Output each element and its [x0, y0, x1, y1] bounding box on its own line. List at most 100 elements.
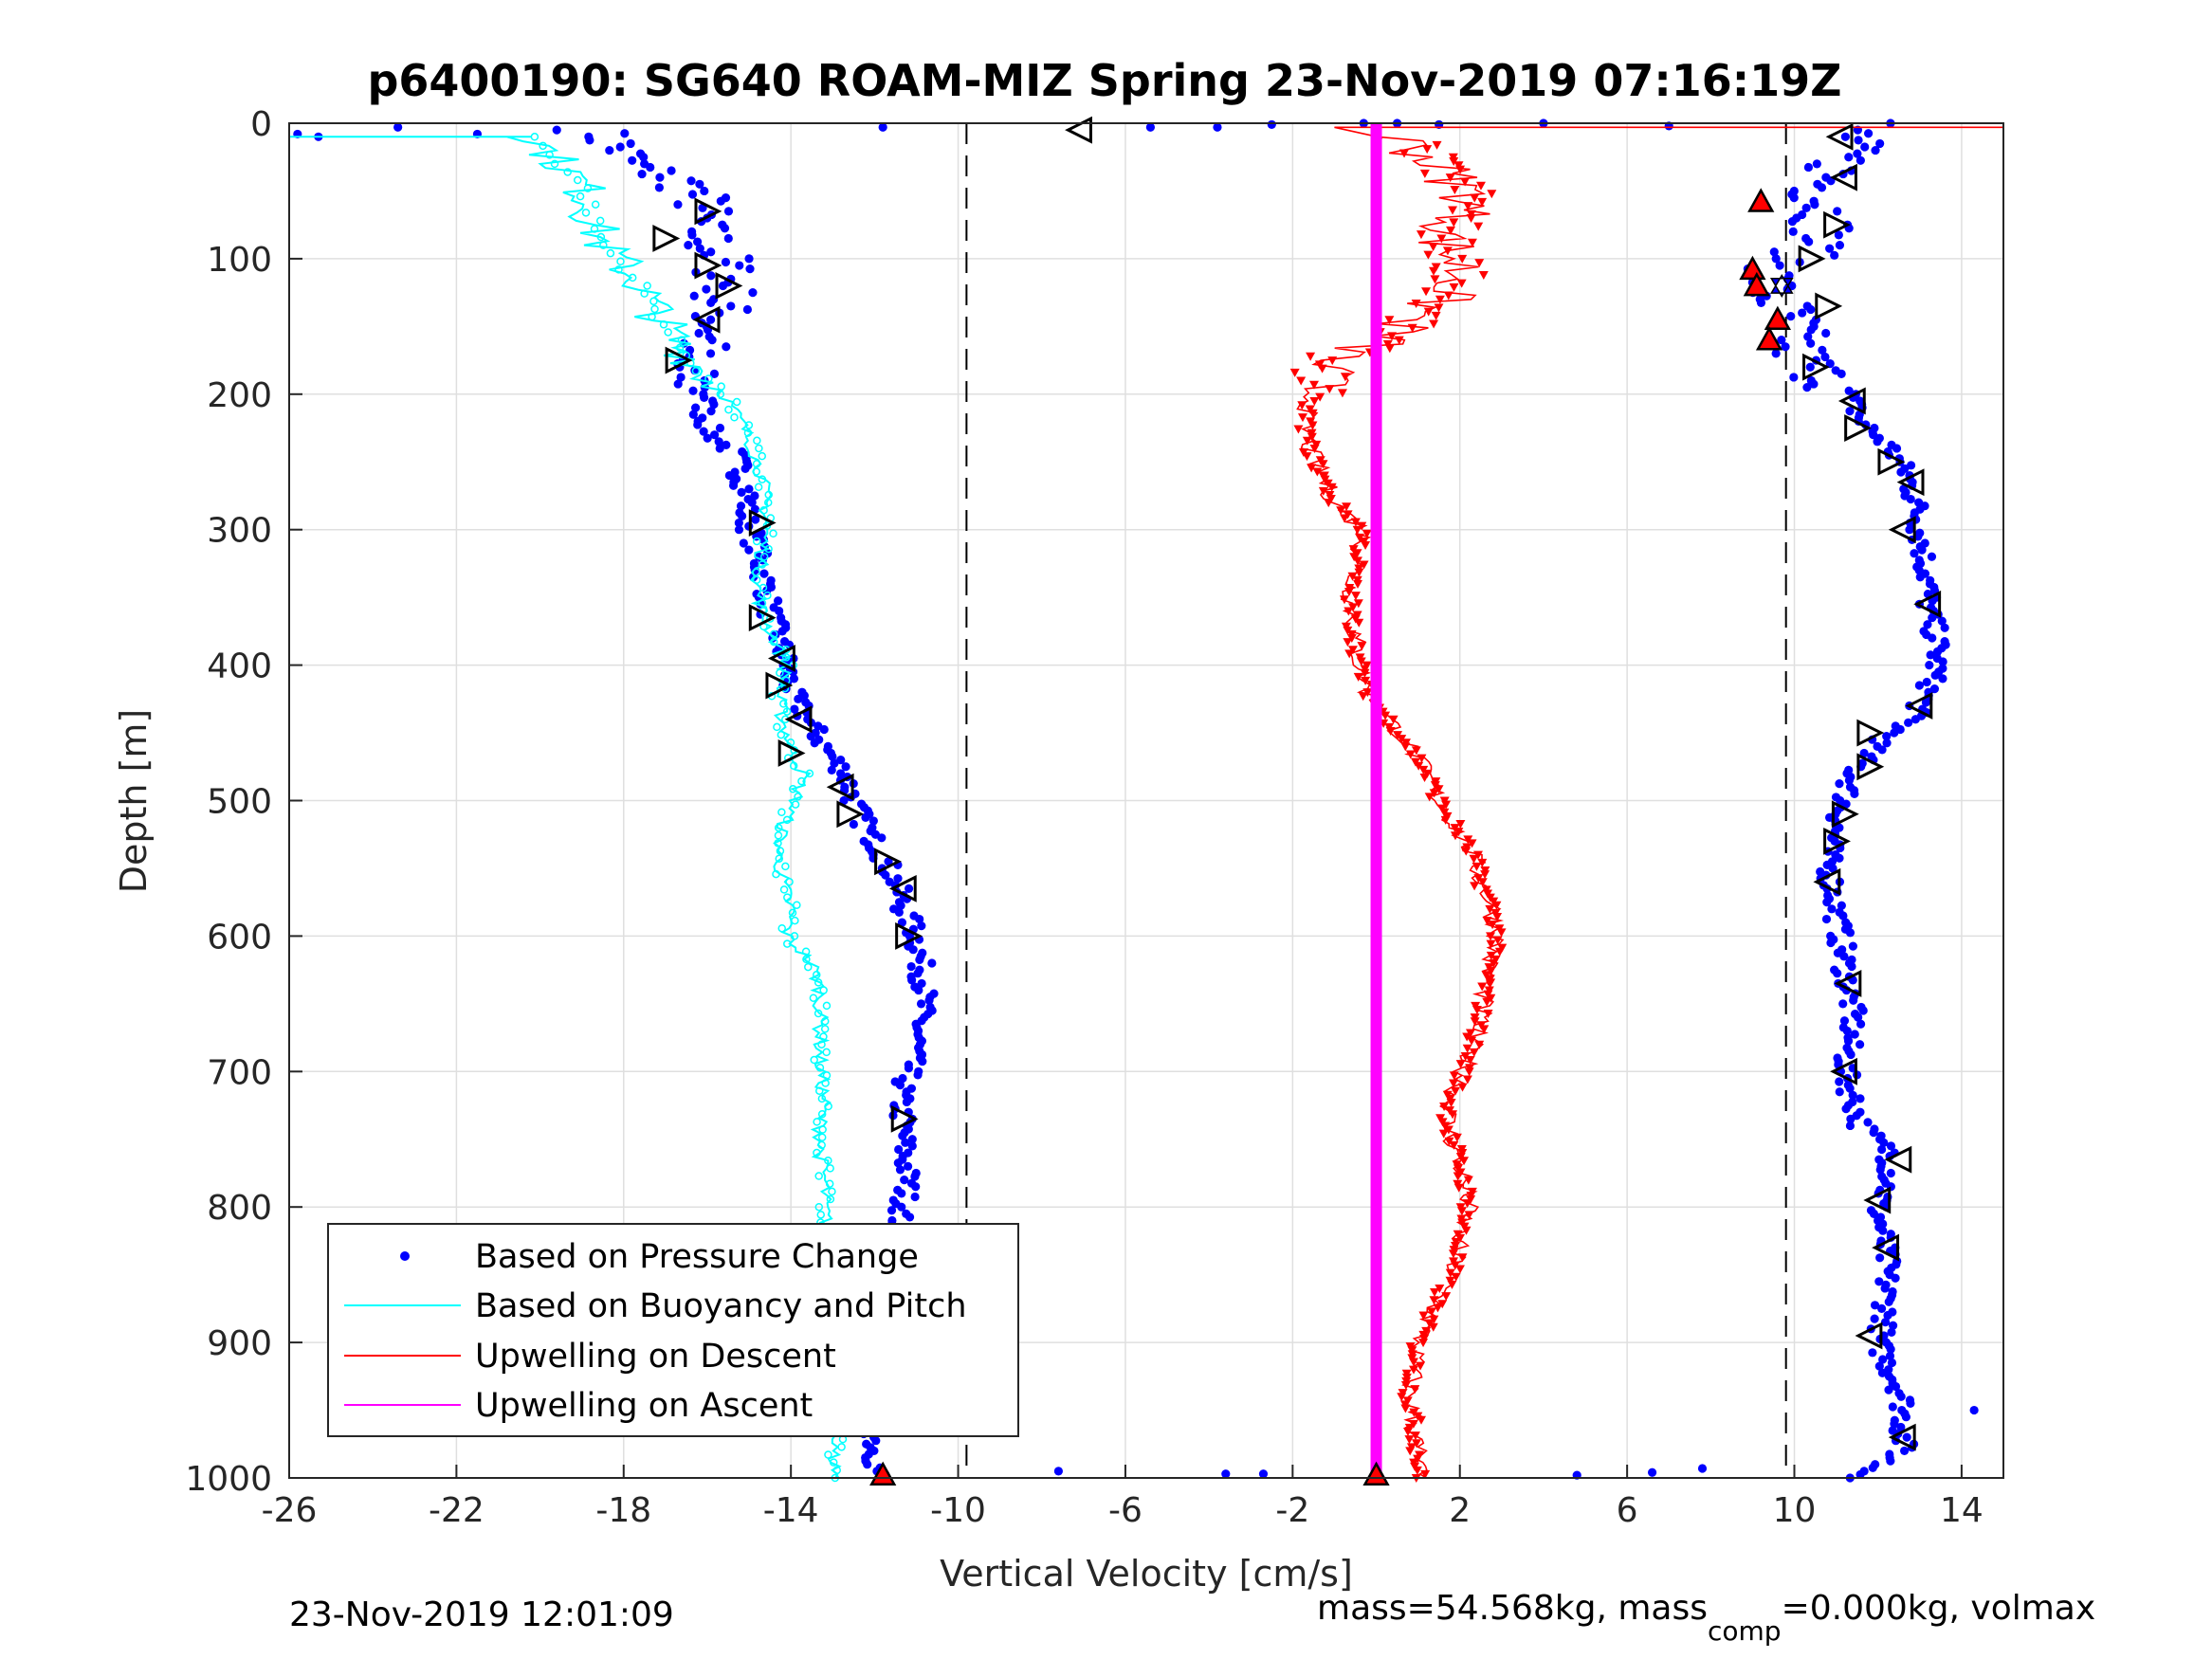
descent-point	[1442, 246, 1453, 256]
buoyancy-point	[817, 1109, 827, 1119]
buoyancy-point	[832, 1466, 842, 1475]
buoyancy-point	[573, 175, 582, 185]
pressure-change-point	[819, 724, 829, 735]
pitch-marker	[1844, 414, 1873, 442]
buoyancy-point	[773, 722, 781, 732]
pressure-change-point	[1884, 1297, 1893, 1306]
descent-point	[1462, 1075, 1472, 1085]
buoyancy-point	[758, 451, 766, 461]
descent-point	[1293, 425, 1304, 434]
pressure-change-point	[1835, 241, 1845, 250]
pressure-change-point	[1822, 898, 1832, 907]
pressure-change-point	[1258, 1469, 1269, 1479]
descent-point	[1441, 1292, 1452, 1302]
y-tick-label: 700	[207, 1053, 272, 1092]
pressure-change-point	[1850, 789, 1859, 798]
pitch-marker	[1888, 1423, 1916, 1451]
buoyancy-point	[774, 823, 783, 832]
pitch-marker	[692, 305, 721, 334]
descent-point	[1470, 882, 1480, 891]
pressure-change-point	[691, 403, 701, 412]
descent-point	[1315, 392, 1325, 402]
pressure-change-point	[863, 1460, 872, 1469]
pressure-change-point	[906, 961, 916, 972]
descent-point	[1416, 1361, 1426, 1371]
pressure-change-point	[1880, 1284, 1890, 1293]
pressure-change-point	[747, 498, 757, 507]
pressure-change-point	[1878, 1355, 1888, 1364]
pitch-marker	[1856, 719, 1885, 747]
buoyancy-point	[732, 397, 741, 407]
pressure-change-point	[1922, 677, 1931, 687]
descent-point	[1467, 839, 1477, 848]
pressure-change-point	[1221, 1469, 1231, 1479]
x-tick-label: -22	[429, 1491, 484, 1530]
descent-point	[1388, 715, 1398, 724]
buoyancy-point	[648, 312, 656, 321]
descent-point	[1428, 1322, 1438, 1332]
descent-point	[1325, 385, 1335, 394]
pitch-marker	[1905, 692, 1933, 720]
pressure-change-point	[1804, 237, 1814, 246]
descent-point	[1455, 165, 1466, 174]
pressure-change-point	[552, 125, 561, 135]
pressure-change-point	[1806, 338, 1816, 348]
pressure-change-point	[898, 1073, 907, 1084]
descent-point	[1445, 173, 1455, 183]
pitch-marker	[652, 225, 681, 252]
pressure-change-point	[774, 596, 783, 606]
buoyancy-point	[813, 970, 821, 979]
pitch-marker	[1830, 163, 1857, 191]
pressure-change-point	[1926, 650, 1935, 660]
buoyancy-point	[797, 776, 806, 786]
descent-point	[1344, 649, 1355, 659]
descent-point	[1350, 518, 1361, 527]
pressure-change-point	[1846, 1114, 1856, 1123]
pressure-change-point	[1825, 244, 1835, 253]
pressure-change-point	[907, 1135, 917, 1144]
pressure-change-point	[1915, 573, 1925, 582]
pitch-marker	[888, 874, 917, 902]
buoyancy-point	[539, 141, 547, 151]
pressure-change-point	[897, 918, 907, 927]
pressure-change-point	[1803, 332, 1813, 341]
descent-point	[1464, 1067, 1474, 1077]
descent-point	[1405, 1447, 1416, 1456]
pressure-change-point	[1835, 1077, 1844, 1086]
pitch-marker	[1884, 1145, 1912, 1174]
pressure-change-point	[716, 196, 725, 206]
pressure-change-point	[1854, 136, 1863, 145]
pitch-marker	[1837, 387, 1866, 415]
buoyancy-point	[530, 133, 539, 141]
buoyancy-point	[791, 800, 800, 809]
descent-point	[1431, 311, 1441, 320]
pressure-change-point	[898, 1131, 907, 1140]
pressure-change-point	[1892, 444, 1902, 453]
pressure-change-point	[721, 257, 731, 267]
pressure-change-point	[913, 969, 923, 978]
descent-point	[1347, 572, 1358, 581]
pitch-marker	[1813, 867, 1841, 896]
footer-mass-info: mass=54.568kg, masscomp=0.000kg, volmax	[1317, 1589, 2095, 1647]
descent-point	[1307, 421, 1318, 430]
pressure-change-point	[1874, 1361, 1884, 1371]
buoyancy-point	[802, 955, 811, 964]
pressure-change-point	[1879, 1138, 1889, 1147]
descent-point	[1312, 467, 1323, 477]
buoyancy-point	[809, 994, 818, 1002]
pressure-change-point	[1777, 336, 1786, 345]
pressure-change-point	[744, 545, 754, 555]
y-tick-label: 900	[207, 1324, 272, 1363]
descent-point	[1449, 1140, 1459, 1150]
pitch-marker	[1065, 116, 1092, 144]
footer-mass-subscript: comp	[1708, 1615, 1782, 1647]
descent-point	[1449, 218, 1459, 228]
pressure-change-point	[1905, 525, 1914, 535]
buoyancy-point	[717, 382, 725, 391]
descent-point	[1360, 668, 1370, 678]
descent-point	[1482, 997, 1492, 1007]
pressure-change-point	[1788, 227, 1798, 236]
y-tick-label: 500	[207, 783, 272, 822]
buoyancy-point	[769, 637, 778, 647]
pressure-change-point	[836, 769, 846, 778]
